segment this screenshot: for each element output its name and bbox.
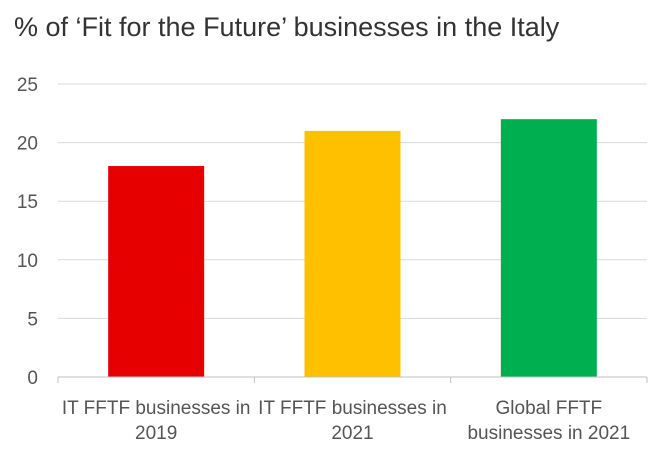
bar xyxy=(500,119,597,377)
x-category-label: Global FFTF businesses in 2021 xyxy=(467,398,630,444)
y-tick-label: 20 xyxy=(17,134,38,155)
bars xyxy=(108,119,597,377)
y-tick-label: 25 xyxy=(17,75,38,96)
y-tick-labels: 0 5 10 15 20 25 xyxy=(17,75,38,389)
y-tick-label: 15 xyxy=(17,192,38,213)
x-category-label: IT FFTF businesses in 2019 xyxy=(62,398,251,444)
chart-title: % of ‘Fit for the Future’ businesses in … xyxy=(14,12,560,42)
x-category-label: IT FFTF businesses in 2021 xyxy=(258,398,447,444)
bar xyxy=(108,166,205,377)
y-tick-label: 5 xyxy=(27,309,38,330)
y-tick-label: 0 xyxy=(27,368,38,389)
y-tick-label: 10 xyxy=(17,251,38,272)
bar xyxy=(304,130,401,377)
x-axis xyxy=(57,376,648,383)
